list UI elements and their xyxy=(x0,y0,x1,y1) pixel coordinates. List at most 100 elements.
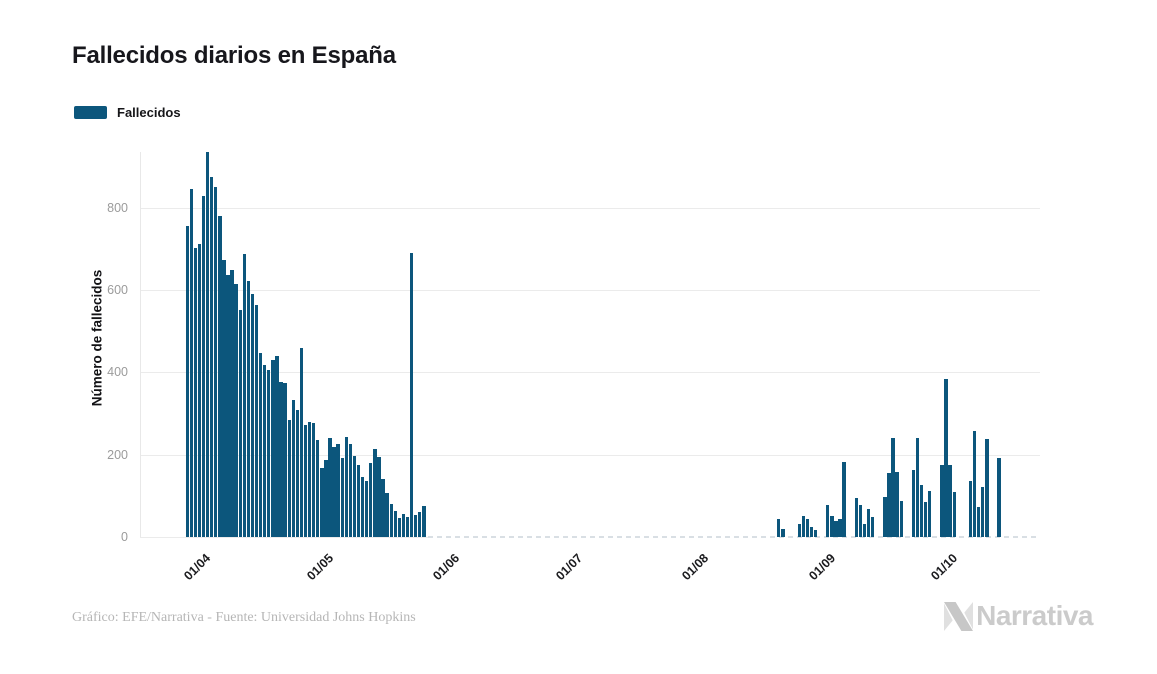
bar xyxy=(826,504,830,537)
bar xyxy=(777,518,781,537)
bar xyxy=(373,449,377,537)
bar xyxy=(830,515,834,537)
bar xyxy=(923,502,928,537)
gridline xyxy=(140,372,1040,374)
bar xyxy=(267,370,271,537)
bar xyxy=(201,195,206,537)
bar xyxy=(866,509,871,537)
bar xyxy=(895,471,899,537)
bar xyxy=(805,518,810,537)
legend: Fallecidos xyxy=(74,105,181,120)
bar xyxy=(234,284,238,537)
bar xyxy=(365,481,369,537)
bar xyxy=(854,497,858,537)
bar xyxy=(899,500,903,537)
bar xyxy=(389,503,393,537)
bar xyxy=(316,439,320,537)
bar xyxy=(214,187,218,537)
bar xyxy=(813,530,818,537)
bar xyxy=(870,517,875,537)
bar xyxy=(968,480,973,537)
bar xyxy=(209,177,214,537)
gridline xyxy=(140,537,428,538)
bar xyxy=(344,437,348,537)
zero-dashed-line xyxy=(428,536,1040,538)
narrativa-n-icon xyxy=(944,601,974,631)
bar xyxy=(409,253,414,537)
bar xyxy=(915,438,920,537)
bar xyxy=(985,439,989,537)
x-tick-text: 01/10 xyxy=(928,551,961,584)
bar xyxy=(295,409,300,537)
y-tick-label: 0 xyxy=(121,530,128,544)
bar xyxy=(948,465,952,537)
bar xyxy=(981,487,985,537)
legend-swatch-icon xyxy=(74,106,107,119)
bar xyxy=(972,431,977,537)
y-tick-label: 200 xyxy=(107,447,128,462)
bar xyxy=(250,293,255,537)
bar xyxy=(422,506,426,537)
y-tick-label: 800 xyxy=(107,200,128,215)
y-axis-line xyxy=(140,152,141,537)
bar xyxy=(189,189,193,537)
bar xyxy=(381,479,385,537)
bar xyxy=(883,496,887,537)
bar xyxy=(797,523,801,537)
bar xyxy=(303,425,308,537)
gridline xyxy=(140,207,1040,209)
legend-label: Fallecidos xyxy=(117,105,181,120)
bar xyxy=(324,460,328,537)
bar xyxy=(919,484,924,537)
y-tick-label: 400 xyxy=(107,365,128,380)
bar xyxy=(413,515,418,537)
gridline xyxy=(140,454,1040,456)
bar xyxy=(258,353,263,537)
bar xyxy=(185,226,189,537)
bar xyxy=(842,461,846,537)
bar xyxy=(834,520,838,537)
bar xyxy=(336,444,340,537)
bar xyxy=(977,506,981,537)
bar xyxy=(348,443,353,537)
bar xyxy=(887,472,891,537)
bar xyxy=(263,365,267,537)
credit-line: Gráfico: EFE/Narrativa - Fuente: Univers… xyxy=(72,610,416,625)
bar xyxy=(862,523,867,537)
bar xyxy=(997,458,1001,537)
bar xyxy=(197,244,202,537)
bar xyxy=(242,254,246,537)
chart-title: Fallecidos diarios en España xyxy=(72,42,396,69)
bar xyxy=(287,420,291,537)
bar xyxy=(401,513,406,537)
bar xyxy=(393,511,397,537)
narrativa-logo: Narrativa xyxy=(944,601,1093,631)
bar xyxy=(320,468,324,537)
bar xyxy=(940,465,944,537)
bar xyxy=(193,247,198,537)
x-tick-label: 01/10 xyxy=(800,549,960,583)
bar xyxy=(222,259,226,537)
bar xyxy=(928,491,932,537)
bar xyxy=(944,379,948,537)
bar xyxy=(283,383,287,537)
bar xyxy=(332,446,336,537)
bar xyxy=(397,518,402,537)
bar xyxy=(385,493,389,537)
bar xyxy=(275,356,279,537)
bar xyxy=(952,492,956,537)
bar xyxy=(418,512,422,537)
bar xyxy=(307,421,312,537)
bar xyxy=(299,348,304,537)
bar xyxy=(328,438,332,537)
bar xyxy=(238,309,242,537)
bar xyxy=(377,456,381,537)
gridline xyxy=(140,290,1040,292)
bar xyxy=(291,400,295,537)
bar xyxy=(911,469,916,537)
bar xyxy=(369,463,373,537)
bar xyxy=(311,422,316,537)
bar xyxy=(279,381,283,537)
